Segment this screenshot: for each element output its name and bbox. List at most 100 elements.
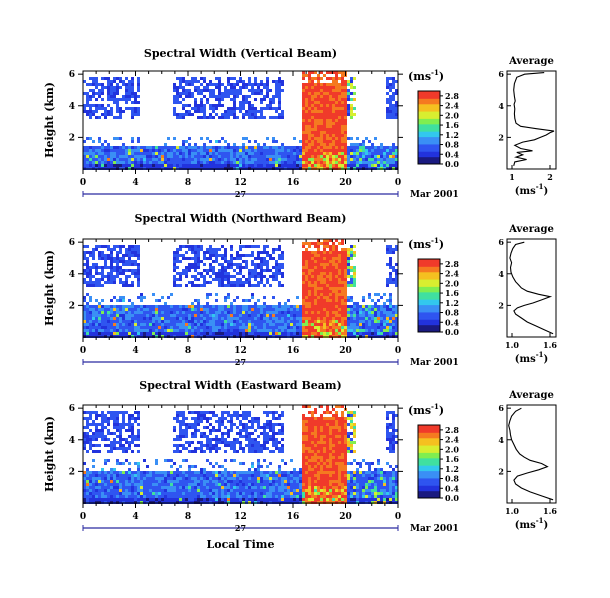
heatmap-cell bbox=[146, 155, 149, 158]
heatmap-cell bbox=[125, 495, 128, 498]
heatmap-cell bbox=[188, 332, 191, 335]
heatmap-cell bbox=[218, 332, 221, 335]
heatmap-cell bbox=[98, 480, 101, 483]
heatmap-cell bbox=[194, 483, 197, 486]
heatmap-cell bbox=[131, 110, 134, 113]
heatmap-cell bbox=[341, 77, 344, 80]
heatmap-cell bbox=[212, 320, 215, 323]
heatmap-cell bbox=[89, 269, 92, 272]
average-frame bbox=[506, 238, 557, 338]
heatmap-cell bbox=[266, 320, 269, 323]
heatmap-cell bbox=[110, 414, 113, 417]
heatmap-cell bbox=[350, 326, 353, 329]
heatmap-cell bbox=[185, 471, 188, 474]
heatmap-cell bbox=[83, 245, 86, 248]
heatmap-cell bbox=[83, 311, 86, 314]
heatmap-cell bbox=[98, 116, 101, 119]
heatmap-cell bbox=[305, 113, 308, 116]
heatmap-cell bbox=[119, 498, 122, 501]
heatmap-cell bbox=[215, 326, 218, 329]
heatmap-cell bbox=[266, 104, 269, 107]
heatmap-cell bbox=[317, 134, 320, 137]
heatmap-cell bbox=[332, 164, 335, 167]
heatmap-cell bbox=[227, 296, 230, 299]
heatmap-cell bbox=[389, 95, 392, 98]
heatmap-cell bbox=[332, 332, 335, 335]
heatmap-cell bbox=[224, 260, 227, 263]
heatmap-cell bbox=[200, 158, 203, 161]
heatmap-cell bbox=[302, 257, 305, 260]
heatmap-cell bbox=[110, 92, 113, 95]
heatmap-cell bbox=[329, 275, 332, 278]
heatmap-cell bbox=[395, 107, 398, 110]
heatmap-cell bbox=[305, 158, 308, 161]
heatmap-cell bbox=[191, 257, 194, 260]
heatmap-cell bbox=[86, 83, 89, 86]
heatmap-cell bbox=[314, 128, 317, 131]
heatmap-cell bbox=[260, 311, 263, 314]
heatmap-cell bbox=[236, 95, 239, 98]
heatmap-cell bbox=[206, 281, 209, 284]
heatmap-cell bbox=[203, 489, 206, 492]
heatmap-cell bbox=[233, 323, 236, 326]
heatmap-cell bbox=[197, 158, 200, 161]
heatmap-cell bbox=[326, 92, 329, 95]
heatmap-cell bbox=[146, 498, 149, 501]
heatmap-cell bbox=[188, 266, 191, 269]
heatmap-cell bbox=[233, 326, 236, 329]
heatmap-cell bbox=[248, 278, 251, 281]
heatmap-cell bbox=[365, 152, 368, 155]
heatmap-cell bbox=[344, 251, 347, 254]
heatmap-cell bbox=[182, 272, 185, 275]
heatmap-cell bbox=[329, 245, 332, 248]
heatmap-cell bbox=[335, 134, 338, 137]
heatmap-cell bbox=[182, 417, 185, 420]
heatmap-cell bbox=[107, 89, 110, 92]
heatmap-cell bbox=[113, 468, 116, 471]
heatmap-cell bbox=[206, 317, 209, 320]
heatmap-cell bbox=[230, 275, 233, 278]
heatmap-cell bbox=[311, 95, 314, 98]
heatmap-cell bbox=[119, 320, 122, 323]
heatmap-cell bbox=[317, 140, 320, 143]
heatmap-cell bbox=[389, 278, 392, 281]
heatmap-cell bbox=[323, 269, 326, 272]
heatmap-cell bbox=[185, 426, 188, 429]
heatmap-cell bbox=[218, 254, 221, 257]
heatmap-cell bbox=[314, 284, 317, 287]
colorbar-tick-label: 0.8 bbox=[445, 140, 459, 150]
heatmap-cell bbox=[203, 435, 206, 438]
heatmap-cell bbox=[200, 92, 203, 95]
heatmap-cell bbox=[257, 326, 260, 329]
heatmap-cell bbox=[116, 263, 119, 266]
heatmap-cell bbox=[371, 311, 374, 314]
heatmap-cell bbox=[137, 471, 140, 474]
heatmap-cell bbox=[302, 293, 305, 296]
heatmap-cell bbox=[377, 326, 380, 329]
heatmap-cell bbox=[92, 492, 95, 495]
heatmap-cell bbox=[110, 98, 113, 101]
heatmap-cell bbox=[320, 158, 323, 161]
heatmap-cell bbox=[191, 92, 194, 95]
heatmap-cell bbox=[194, 498, 197, 501]
heatmap-cell bbox=[242, 137, 245, 140]
heatmap-cell bbox=[206, 311, 209, 314]
heatmap-cell bbox=[347, 257, 350, 260]
heatmap-cell bbox=[215, 260, 218, 263]
heatmap-cell bbox=[95, 495, 98, 498]
heatmap-cell bbox=[86, 426, 89, 429]
heatmap-cell bbox=[200, 83, 203, 86]
heatmap-cell bbox=[203, 269, 206, 272]
heatmap-cell bbox=[155, 305, 158, 308]
heatmap-cell bbox=[368, 314, 371, 317]
heatmap-cell bbox=[377, 155, 380, 158]
heatmap-cell bbox=[89, 314, 92, 317]
heatmap-cell bbox=[254, 272, 257, 275]
heatmap-cell bbox=[335, 305, 338, 308]
heatmap-cell bbox=[203, 474, 206, 477]
heatmap-cell bbox=[320, 275, 323, 278]
heatmap-cell bbox=[131, 101, 134, 104]
heatmap-cell bbox=[182, 414, 185, 417]
heatmap-cell bbox=[95, 423, 98, 426]
heatmap-cell bbox=[92, 308, 95, 311]
